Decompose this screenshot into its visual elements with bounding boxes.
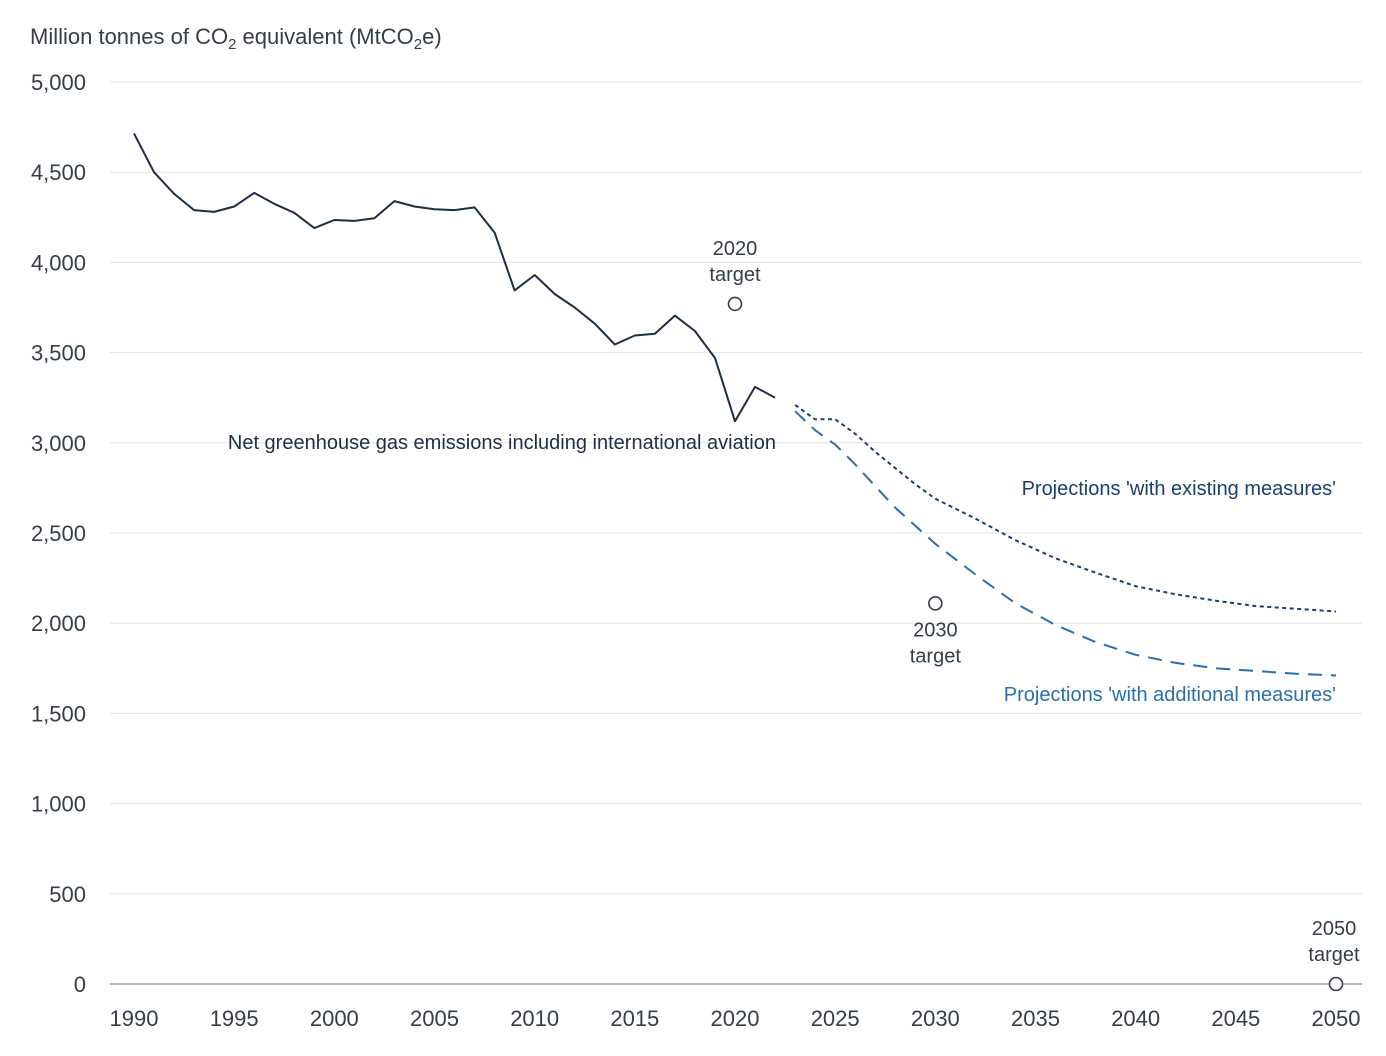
x-tick-label: 2000	[310, 1006, 359, 1031]
x-tick-label: 2030	[911, 1006, 960, 1031]
y-axis-title-part-1: Million tonnes of CO	[30, 24, 228, 49]
x-tick-label: 2040	[1111, 1006, 1160, 1031]
gridlines	[110, 81, 1362, 895]
y-axis-title-part-3: e)	[422, 24, 442, 49]
y-axis-title: Million tonnes of CO2 equivalent (MtCO2e…	[30, 24, 442, 53]
y-tick-label: 2,000	[31, 611, 86, 636]
x-tick-label: 2035	[1011, 1006, 1060, 1031]
y-tick-label: 1,000	[31, 792, 86, 817]
target-marker-2020	[727, 296, 743, 312]
existing-measures-line	[794, 404, 1337, 613]
target-word-label-2020: target	[709, 264, 761, 286]
target-year-label-2020: 2020	[713, 238, 758, 260]
y-tick-label: 2,500	[31, 521, 86, 546]
y-axis-title-part-2: equivalent (MtCO	[236, 24, 413, 49]
y-axis-title-sub-2: 2	[414, 36, 422, 53]
x-tick-label: 2020	[711, 1006, 760, 1031]
historic-emissions-label: Net greenhouse gas emissions including i…	[228, 432, 776, 454]
target-marker-2030	[928, 596, 943, 611]
y-tick-label: 3,500	[31, 341, 86, 366]
target-year-label-2050: 2050	[1312, 918, 1357, 940]
x-tick-label: 2025	[811, 1006, 860, 1031]
historic-emissions-line	[133, 132, 776, 423]
targets: 2020 target 2030 target 2050 target	[709, 238, 1360, 992]
y-axis-title-sub-1: 2	[228, 36, 236, 53]
series-labels: Net greenhouse gas emissions including i…	[228, 432, 1336, 706]
x-tick-label: 2010	[510, 1006, 559, 1031]
x-tick-label: 2045	[1211, 1006, 1260, 1031]
y-tick-label: 4,000	[31, 250, 86, 275]
y-tick-label: 3,000	[31, 431, 86, 456]
series-lines	[133, 132, 1337, 677]
x-tick-label: 1990	[110, 1006, 159, 1031]
existing-measures-label: Projections 'with existing measures'	[1022, 478, 1336, 500]
y-tick-label: 0	[74, 972, 86, 997]
axes: 0 500 1,000 1,500 2,000 2,500 3,000 3,500 4,000 4…	[31, 70, 1362, 1031]
x-tick-label: 1995	[210, 1006, 259, 1031]
target-word-label-2030: target	[910, 645, 962, 667]
y-tick-label: 5,000	[31, 70, 86, 95]
y-tick-label: 1,500	[31, 701, 86, 726]
x-tick-label: 2005	[410, 1006, 459, 1031]
additional-measures-line	[794, 410, 1337, 677]
target-word-label-2050: target	[1308, 944, 1360, 966]
y-tick-label: 4,500	[31, 160, 86, 185]
target-year-label-2030: 2030	[913, 619, 958, 641]
additional-measures-label: Projections 'with additional measures'	[1004, 684, 1336, 706]
x-tick-label: 2050	[1312, 1006, 1361, 1031]
y-tick-label: 500	[49, 882, 86, 907]
x-tick-label: 2015	[610, 1006, 659, 1031]
target-marker-2050	[1328, 976, 1344, 992]
